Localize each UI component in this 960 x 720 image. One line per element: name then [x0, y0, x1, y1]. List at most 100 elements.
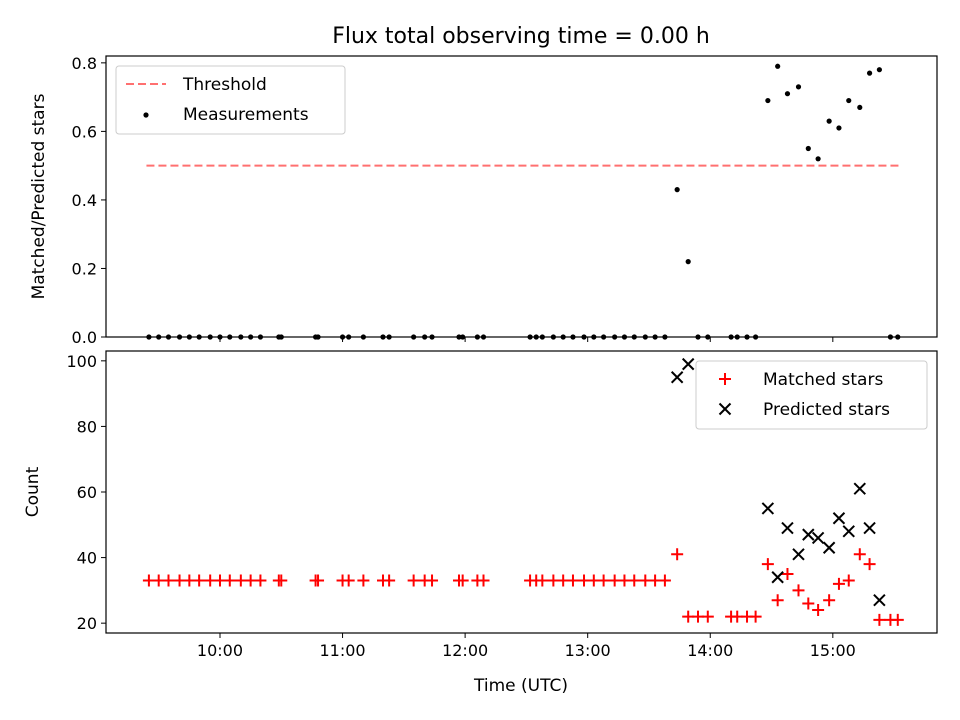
measurement-point	[784, 91, 791, 97]
measurement-point	[846, 97, 852, 104]
x-tick-label: 10:00	[197, 641, 243, 660]
measurement-point	[728, 334, 734, 340]
measurement-point	[422, 334, 428, 340]
matched-star-point	[426, 574, 439, 587]
matched-star-point	[781, 567, 794, 580]
chart-title: Flux total observing time = 0.00 h	[332, 24, 710, 49]
measurement-point	[601, 334, 607, 340]
y-tick-label: 0.6	[72, 122, 97, 141]
matched-star-point	[842, 574, 855, 587]
measurement-point	[429, 334, 435, 340]
matched-star-point	[456, 574, 469, 587]
legend-label-matched: Matched stars	[763, 370, 883, 390]
matched-star-point	[477, 574, 490, 587]
measurement-point	[165, 334, 172, 340]
measurement-point	[826, 118, 832, 124]
predicted-star-point	[832, 512, 846, 525]
measurement-point	[386, 334, 392, 340]
x-tick-label: 12:00	[442, 641, 488, 660]
y-tick-label: 60	[77, 483, 97, 502]
measurement-point	[591, 334, 597, 340]
measurement-point	[734, 334, 740, 340]
legend-measurement-swatch	[143, 112, 149, 118]
x-tick-label: 15:00	[810, 641, 856, 660]
measurement-point	[795, 84, 802, 90]
matched-star-point	[312, 574, 325, 587]
matched-star-point	[597, 574, 610, 587]
measurement-point	[815, 156, 821, 162]
matched-star-point	[628, 574, 641, 587]
measurement-point	[621, 334, 628, 340]
legend-box	[695, 360, 928, 430]
matched-star-point	[254, 574, 267, 587]
measurement-point	[695, 334, 701, 340]
predicted-star-point	[771, 571, 784, 584]
measurement-point	[533, 334, 539, 340]
y-tick-label: 0.0	[72, 328, 97, 347]
measurement-point	[876, 67, 882, 73]
measurement-point	[642, 334, 648, 340]
measurement-point	[411, 334, 417, 340]
matched-star-point	[749, 610, 762, 623]
measurement-point	[238, 334, 244, 340]
measurement-point	[207, 334, 213, 340]
x-tick-label: 11:00	[319, 641, 365, 660]
matched-star-point	[383, 574, 396, 587]
measurement-point	[887, 334, 894, 340]
matched-star-point	[223, 574, 236, 587]
measurement-point	[674, 187, 680, 193]
legend: Matched stars Predicted stars	[695, 360, 928, 430]
measurement-point	[257, 334, 264, 340]
measurement-point	[866, 70, 873, 76]
predicted-star-point	[792, 548, 805, 561]
matched-star-point	[873, 613, 886, 626]
matched-star-point	[342, 574, 355, 587]
y-tick-label: 80	[77, 417, 97, 436]
matched-star-point	[761, 558, 774, 571]
matched-star-point	[701, 610, 714, 623]
matched-star-point	[536, 574, 549, 587]
measurement-point	[146, 334, 152, 340]
measurement-point	[805, 145, 811, 152]
y-tick-label: 20	[77, 614, 97, 633]
matched-star-point	[812, 604, 825, 617]
measurement-point	[836, 125, 842, 131]
measurement-point	[612, 334, 618, 340]
predicted-star-point	[670, 371, 684, 384]
measurement-point	[456, 334, 462, 340]
measurement-point	[857, 104, 863, 111]
measurement-point	[560, 334, 566, 340]
measurement-point	[550, 334, 556, 340]
measurement-point	[765, 97, 771, 104]
matched-star-point	[891, 613, 904, 626]
matched-star-point	[832, 577, 845, 590]
matched-star-point	[407, 574, 420, 587]
matched-star-point	[863, 558, 876, 571]
measurement-point	[156, 334, 162, 340]
predicted-star-point	[781, 521, 794, 535]
legend-label-measurements: Measurements	[183, 105, 309, 125]
measurement-point	[705, 334, 711, 340]
y-tick-label: 0.4	[72, 191, 97, 210]
plot-frame	[105, 55, 938, 338]
top-panel: 0.0 0.2 0.4 0.6 0.8 Matched/Predicted stars Th…	[29, 54, 938, 347]
measurement-point	[474, 334, 480, 340]
measurement-point	[380, 334, 386, 340]
matched-star-point	[162, 574, 175, 587]
measurement-point	[527, 334, 533, 340]
legend-box	[115, 65, 346, 135]
y-tick-label: 40	[77, 549, 97, 568]
predicted-star-point	[842, 525, 855, 538]
predicted-star-point	[802, 528, 815, 541]
matched-star-point	[658, 574, 671, 587]
matched-star-point	[275, 574, 288, 587]
y-tick-label: 0.8	[72, 54, 97, 73]
y-axis-label: Matched/Predicted stars	[29, 93, 49, 299]
matched-star-point	[193, 574, 206, 587]
measurement-point	[652, 334, 658, 340]
legend: Threshold Measurements	[115, 65, 346, 135]
matched-star-point	[802, 597, 815, 610]
matched-star-point	[771, 594, 784, 607]
measurement-point	[895, 334, 901, 340]
y-tick-label: 100	[66, 352, 97, 371]
